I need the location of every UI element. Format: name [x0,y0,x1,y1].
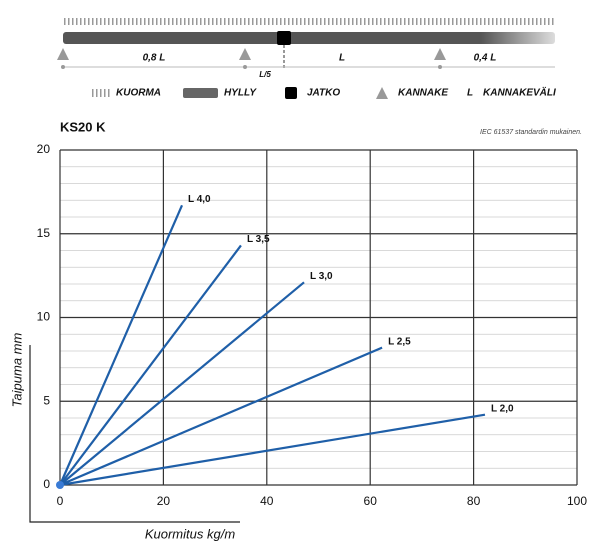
joint [277,31,291,45]
legend: KUORMA HYLLY JATKO KANNAKE L KANNAKEVÄLI [92,86,556,99]
legend-symbol: L [467,88,473,99]
legend-label: KANNAKE [398,88,448,99]
span-label: 0,8 L [143,53,166,64]
legend-label: JATKO [307,88,340,99]
chart-title: KS20 K [60,119,106,134]
span-label: L [339,53,345,64]
plot: 0 5 10 15 20 0 20 40 60 80 100 L 4,0 L 3,5 L 3,0 L 2,5… [37,142,588,508]
span-label: 0,4 L [474,53,497,64]
x-tick-label: 80 [467,494,481,508]
note: IEC 61537 standardin mukainen. [480,129,582,136]
y-tick-label: 15 [37,226,51,240]
y-tick-label: 10 [37,310,51,324]
support [239,48,251,60]
load-hatch [63,18,555,25]
series-line [59,281,305,486]
legend-icon [285,87,297,99]
series-line [59,244,242,486]
x-tick-label: 20 [157,494,171,508]
shelf [63,32,555,44]
x-axis-label: Kuormitus kg/m [145,526,235,541]
legend-icon [92,89,110,97]
y-tick-label: 20 [37,142,51,156]
series-label: L 2,0 [491,403,514,414]
extension-label: L/5 [259,70,271,79]
y-tick-label: 5 [43,393,50,407]
support [434,48,446,60]
shelf-diagram: 0,8 L L 0,4 L L/5 [57,18,555,79]
series-label: L 2,5 [388,336,411,347]
origin-dot [56,481,64,489]
series-line [59,346,383,487]
series-label: L 3,5 [247,234,270,245]
dot [243,65,247,69]
legend-icon [376,87,388,99]
support [57,48,69,60]
series-line [59,413,486,487]
dot [61,65,65,69]
series-label: L 4,0 [188,194,211,205]
series-label: L 3,0 [310,271,333,282]
legend-label: HYLLY [224,88,257,99]
axis-frame [29,345,240,523]
x-tick-label: 100 [567,494,587,508]
y-axis-label: Taipuma mm [9,333,24,408]
x-tick-label: 40 [260,494,274,508]
series-line [58,204,184,486]
x-tick-label: 60 [364,494,378,508]
x-tick-label: 0 [57,494,64,508]
y-tick-label: 0 [43,477,50,491]
legend-label: KUORMA [116,88,161,99]
dot [438,65,442,69]
legend-icon [183,88,218,98]
legend-label: KANNAKEVÄLI [483,86,556,99]
